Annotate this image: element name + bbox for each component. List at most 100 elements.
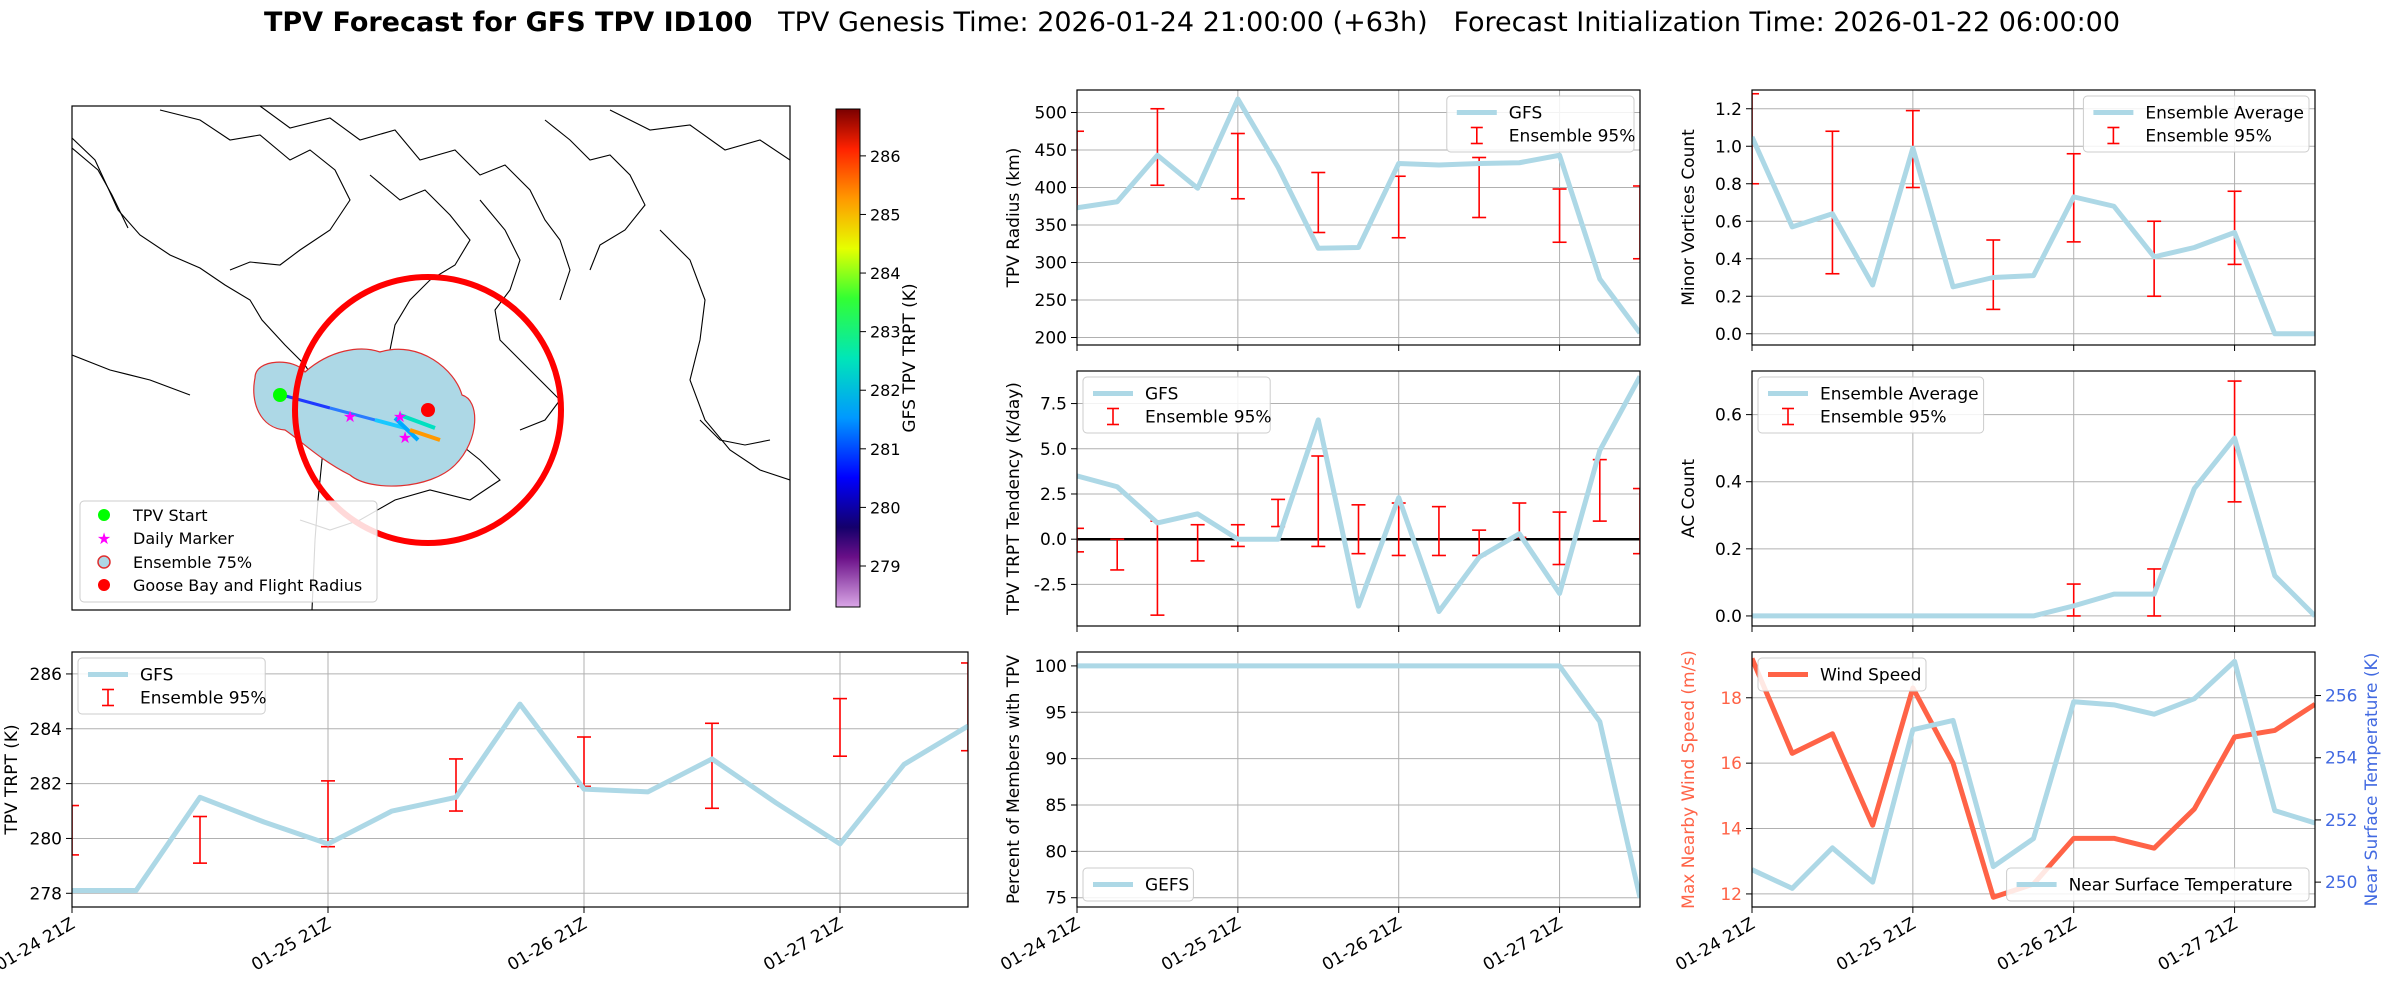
y-tick-label: 90 [1045,750,1067,770]
y-tick-label: 1.2 [1715,100,1742,120]
y-axis-label: AC Count [1679,459,1699,538]
y-tick-label: 0.2 [1715,540,1742,560]
plot-marks [1752,92,2315,337]
legend-label: Ensemble Average [2145,104,2304,124]
chart-tendency: -2.5 0.0 2.5 5.0 7.5 TPV TRPT Tendency (K/day… [1004,370,1641,632]
y-tick-label: 0.6 [1715,406,1742,426]
x-tick-label: 01-27 21Z [760,914,846,975]
error-bar [1986,239,2001,311]
plot-frame [1076,89,1641,346]
chart-legend: Ensemble Average Ensemble 95% [2082,95,2310,153]
legend-ensemble-icon [97,555,111,569]
plot-frame [71,651,969,908]
plot-frame [1076,651,1641,908]
chart-ac: 0.0 0.2 0.4 0.6 AC Count Ensemble AverageEnse… [1679,370,2316,632]
coastline-baffin [544,119,646,271]
legend-label: GFS [140,666,173,686]
coastline-arctic [259,106,571,301]
chart-legend: Ensemble Average Ensemble 95% [1757,376,1985,434]
y-tick-label: 0.8 [1715,175,1742,195]
legend-box [2006,867,2310,902]
plot-frame [1751,651,2316,908]
colorbar-tick-label: 285 [870,205,901,224]
chart-wind_temp: 01-24 21Z 01-25 21Z 01-26 21Z 01-27 21Z 12 14… [1672,650,2382,975]
daily-marker-1: ★ [343,407,357,426]
tpv-start-marker [273,388,287,402]
chart-legend: GFS Ensemble 95% [77,657,267,715]
error-bar [193,815,207,864]
map-colorbar: 279 280 281 282 283 284 285 286 GFS TPV TRPT (K… [835,108,920,608]
error-bar [1311,455,1326,548]
map-panel: ★ ★ ★ TPV Start ★ Daily Marker Ensemble … [71,105,920,611]
coastline-iceland [699,419,771,446]
y-tick-label: 2.5 [1040,485,1067,505]
plot-marks [1077,375,1640,616]
y-tick-label: 0.0 [1715,607,1742,627]
coastline-west-2 [72,147,129,229]
error-bar [321,780,335,848]
error-bar [1230,523,1245,548]
series-line-gefs [1077,663,1640,899]
legend-box [1082,867,1194,902]
y-tick-label: 280 [30,829,62,849]
y-tick-label: 14 [1720,820,1742,840]
y-tick-label: 250 [1035,291,1067,311]
series-line-gfs [1077,96,1640,335]
legend-daily-label: Daily Marker [133,529,234,548]
legend-box [1757,376,1985,434]
y-tick-label: -2.5 [1034,575,1067,595]
error-bar [1633,185,1640,260]
y-tick-label: 1.0 [1715,137,1742,157]
y-tick-label: 0.4 [1715,473,1742,493]
legend-label: GFS [1145,385,1178,405]
error-bar [1230,132,1245,200]
error-bar [1351,504,1366,555]
plot-marks [72,662,968,894]
y-tick-label: 0.2 [1715,287,1742,307]
series-line-gfs [1077,375,1640,615]
tpv-track [281,393,441,442]
y-tick-label: 400 [1035,179,1067,199]
legend-label: Ensemble 95% [1509,127,1636,147]
series-line-ensemble-average [1752,435,2315,619]
legend-goose-icon [98,579,110,591]
map-coastlines [72,106,790,610]
plot-marks [1752,380,2315,619]
track-seg-3 [374,418,406,430]
x-tick-label: 01-26 21Z [504,914,590,975]
y-tick-label: 286 [30,665,62,685]
error-bar [1150,107,1165,187]
figure-title-detail: TPV Genesis Time: 2026-01-24 21:00:00 (+… [778,7,2121,38]
y-tick-label: 85 [1045,796,1067,816]
y-tick-label: 0.0 [1715,325,1742,345]
y-axis-label: TPV Radius (km) [1004,148,1024,289]
error-bar [1752,92,1759,185]
error-bar [2066,583,2081,617]
track-seg-2 [329,406,376,422]
y-tick-label: 95 [1045,703,1067,723]
y-tick-label: 0.6 [1715,212,1742,232]
legend-box [1757,657,1927,692]
coastline-north [159,109,351,271]
x-tick-label: 01-24 21Z [1672,914,1758,975]
error-bar [449,758,463,812]
colorbar-label: GFS TPV TRPT (K) [900,283,920,432]
map-legend: TPV Start ★ Daily Marker Ensemble 75% Go… [79,500,378,603]
chart-minor: 0.0 0.2 0.4 0.6 0.8 1.0 1.2 Minor Vortices Coun… [1679,89,2316,351]
y-tick-label: 7.5 [1040,395,1067,415]
error-bar [1825,130,1840,275]
y-axis-label: Percent of Members with TPV [1004,655,1024,904]
track-seg-5 [399,413,436,430]
y-tick-label: 284 [30,720,62,740]
error-bar [1633,487,1640,555]
coastline-alaska [72,354,191,396]
goose-bay-marker [421,403,435,417]
y-tick-label: 80 [1045,842,1067,862]
x-tick-label: 01-25 21Z [1833,914,1919,975]
x-tick-label: 01-25 21Z [248,914,334,975]
chart-radius: 200 250 300 350 400 450 500 TPV Radius (km) GFS E… [1004,89,1641,351]
y-right-axis-label: Near Surface Temperature (K) [2362,653,2382,907]
legend-label: GFS [1509,104,1542,124]
legend-label: Ensemble 95% [2145,127,2272,147]
